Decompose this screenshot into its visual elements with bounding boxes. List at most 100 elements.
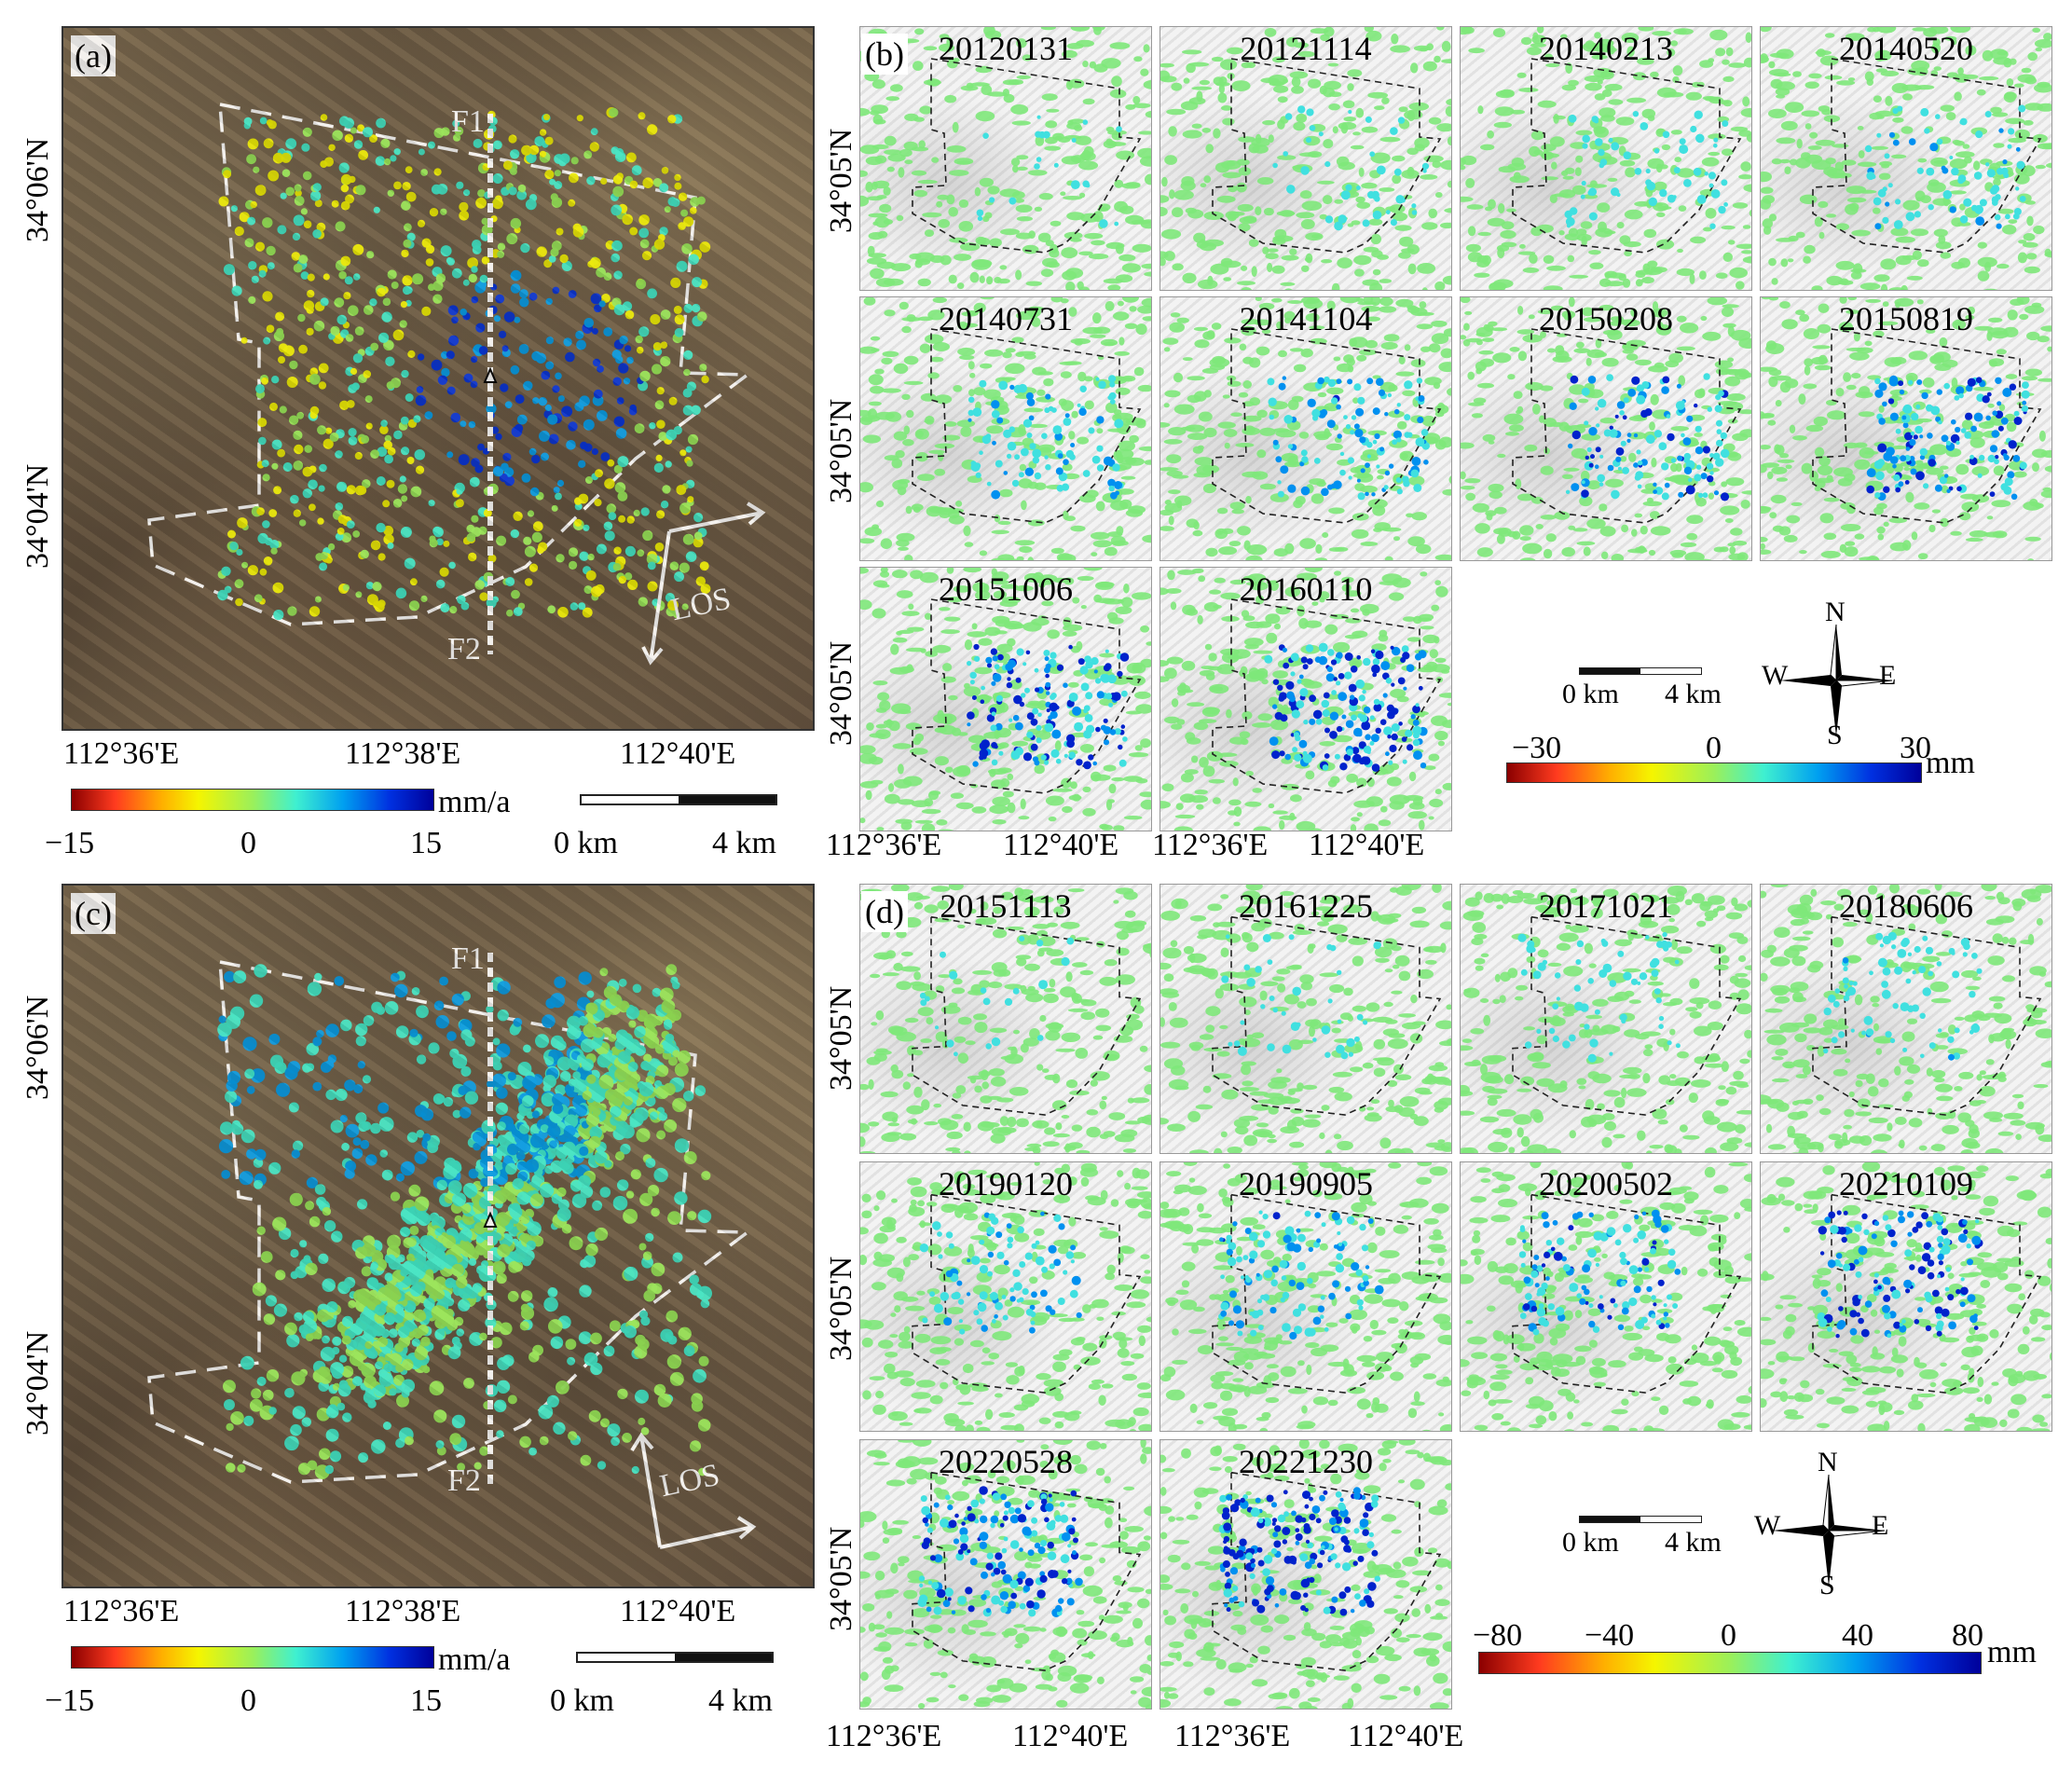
panel-a-colorbar-tick-1: −15 (45, 826, 95, 860)
time-series-tile: 20140731 (859, 296, 1152, 561)
panel-d-colorbar-unit: mm (1987, 1635, 2037, 1669)
panel-a-scale-bar (580, 794, 777, 805)
panel-a-colorbar-unit: mm/a (438, 785, 511, 819)
tile-date-label: 20190120 (939, 1165, 1073, 1202)
panel-c-colorbar-tick-2: 0 (240, 1683, 256, 1718)
tile-date-label: 20140213 (1539, 30, 1673, 67)
time-series-tile: 20151006 (859, 567, 1152, 831)
panel-b-colorbar-tick-2: 0 (1706, 731, 1722, 765)
time-series-tile: 20120131 (859, 26, 1152, 291)
panel-d-label: (d) (861, 891, 908, 932)
panel-b-colorbar-unit: mm (1926, 746, 1975, 780)
panel-a-map: (a) F1 F2 LOS (62, 26, 815, 731)
panel-d-compass (1773, 1474, 1886, 1587)
tile-date-label: 20190905 (1239, 1165, 1373, 1202)
panel-d-colorbar (1478, 1652, 1982, 1674)
tile-points (1461, 1162, 1751, 1431)
panel-d-compass-e: E (1872, 1510, 1889, 1541)
profile-start-label-c: F1 (451, 941, 485, 976)
tile-date-label: 20141104 (1239, 300, 1373, 337)
time-series-tile: 20121114 (1159, 26, 1452, 291)
profile-end-label-c: F2 (447, 1463, 481, 1498)
panel-a-lon-tick-3: 112°40'E (620, 736, 736, 771)
time-series-tile: 20151113 (859, 884, 1152, 1154)
time-series-tile: 20190120 (859, 1161, 1152, 1432)
panel-a-overlay (147, 103, 766, 666)
panel-c-colorbar (71, 1646, 434, 1669)
time-series-tile: 20190905 (1159, 1161, 1452, 1432)
panel-c-scale-right: 4 km (708, 1683, 773, 1718)
tile-points (1461, 27, 1751, 290)
panel-a-lat-tick-2: 34°04'N (21, 463, 55, 569)
time-series-tile: 20150819 (1760, 296, 2052, 561)
time-series-tile: 20140213 (1460, 26, 1752, 291)
profile-start-label: F1 (451, 104, 485, 139)
panel-b-compass-n: N (1825, 597, 1846, 627)
tile-date-label: 20120131 (939, 30, 1073, 67)
panel-c-colorbar-unit: mm/a (438, 1642, 511, 1677)
panel-b-scale-left: 0 km (1562, 679, 1619, 709)
panel-a-colorbar-tick-2: 0 (240, 826, 256, 860)
panel-d-lat-tick-1: 34°05'N (824, 985, 858, 1091)
panel-b-colorbar-tick-3: 30 (1900, 731, 1931, 765)
panel-c-lat-tick-1: 34°06'N (21, 995, 55, 1100)
panel-d-lon-tick-1: 112°36'E (826, 1719, 942, 1753)
panel-b-compass-w: W (1762, 660, 1789, 691)
tile-date-label: 20140520 (1839, 30, 1973, 67)
panel-d-compass-n: N (1818, 1447, 1838, 1477)
panel-b-lon-tick-4: 112°40'E (1309, 828, 1425, 862)
tile-date-label: 20151006 (939, 570, 1073, 608)
panel-b-label: (b) (861, 34, 908, 75)
panel-a-lat-tick-1: 34°06'N (21, 137, 55, 242)
los-label: LOS (667, 581, 734, 628)
time-series-tile: 20210109 (1760, 1161, 2052, 1432)
time-series-tile: 20200502 (1460, 1161, 1752, 1432)
time-series-tile: 20220528 (859, 1439, 1152, 1710)
panel-b-scale-bar (1579, 667, 1702, 675)
panel-b-lon-tick-3: 112°36'E (1152, 828, 1269, 862)
panel-c-lon-tick-3: 112°40'E (620, 1594, 736, 1628)
tile-date-label: 20210109 (1839, 1165, 1973, 1202)
time-series-tile: 20180606 (1760, 884, 2052, 1154)
panel-b-lat-tick-3: 34°05'N (824, 640, 858, 746)
tile-date-label: 20150208 (1539, 300, 1673, 337)
panel-d-compass-w: W (1754, 1510, 1781, 1541)
time-series-tile: 20141104 (1159, 296, 1452, 561)
tile-points (1160, 1162, 1451, 1431)
tile-points (1160, 568, 1451, 831)
panel-a-colorbar-tick-3: 15 (410, 826, 442, 860)
panel-d-colorbar-tick-2: −40 (1585, 1618, 1635, 1653)
tile-points (1761, 885, 2051, 1153)
tile-date-label: 20150819 (1839, 300, 1973, 337)
tile-points (860, 885, 1151, 1153)
tile-date-label: 20160110 (1239, 570, 1373, 608)
tile-date-label: 20200502 (1539, 1165, 1673, 1202)
panel-a-lon-tick-2: 112°38'E (345, 736, 461, 771)
panel-a-scale-left: 0 km (554, 826, 618, 860)
panel-c-lat-tick-2: 34°04'N (21, 1330, 55, 1435)
tile-points (1160, 27, 1451, 290)
tile-date-label: 20171021 (1539, 887, 1673, 925)
panel-c-map: (c) F1 F2 LOS (62, 884, 815, 1588)
tile-points (860, 1440, 1151, 1709)
panel-c-lon-tick-2: 112°38'E (345, 1594, 461, 1628)
tile-date-label: 20121114 (1240, 30, 1372, 67)
panel-d-compass-s: S (1819, 1570, 1835, 1600)
panel-b-compass (1780, 624, 1893, 736)
panel-b-lon-tick-1: 112°36'E (826, 828, 942, 862)
panel-d-scale-right: 4 km (1665, 1527, 1722, 1558)
time-series-tile: 20171021 (1460, 884, 1752, 1154)
panel-c-colorbar-tick-3: 15 (410, 1683, 442, 1718)
tile-date-label: 20221230 (1239, 1443, 1373, 1480)
time-series-tile: 20150208 (1460, 296, 1752, 561)
panel-c-scale-bar (576, 1652, 774, 1663)
tile-points (1160, 1440, 1451, 1709)
panel-d-colorbar-tick-1: −80 (1473, 1618, 1523, 1653)
tile-date-label: 20151113 (940, 887, 1072, 925)
tile-points (860, 297, 1151, 560)
tile-points (1160, 297, 1451, 560)
tile-date-label: 20140731 (939, 300, 1073, 337)
panel-c-scale-left: 0 km (550, 1683, 614, 1718)
panel-d-lon-tick-3: 112°36'E (1174, 1719, 1291, 1753)
panel-a-scale-right: 4 km (712, 826, 776, 860)
